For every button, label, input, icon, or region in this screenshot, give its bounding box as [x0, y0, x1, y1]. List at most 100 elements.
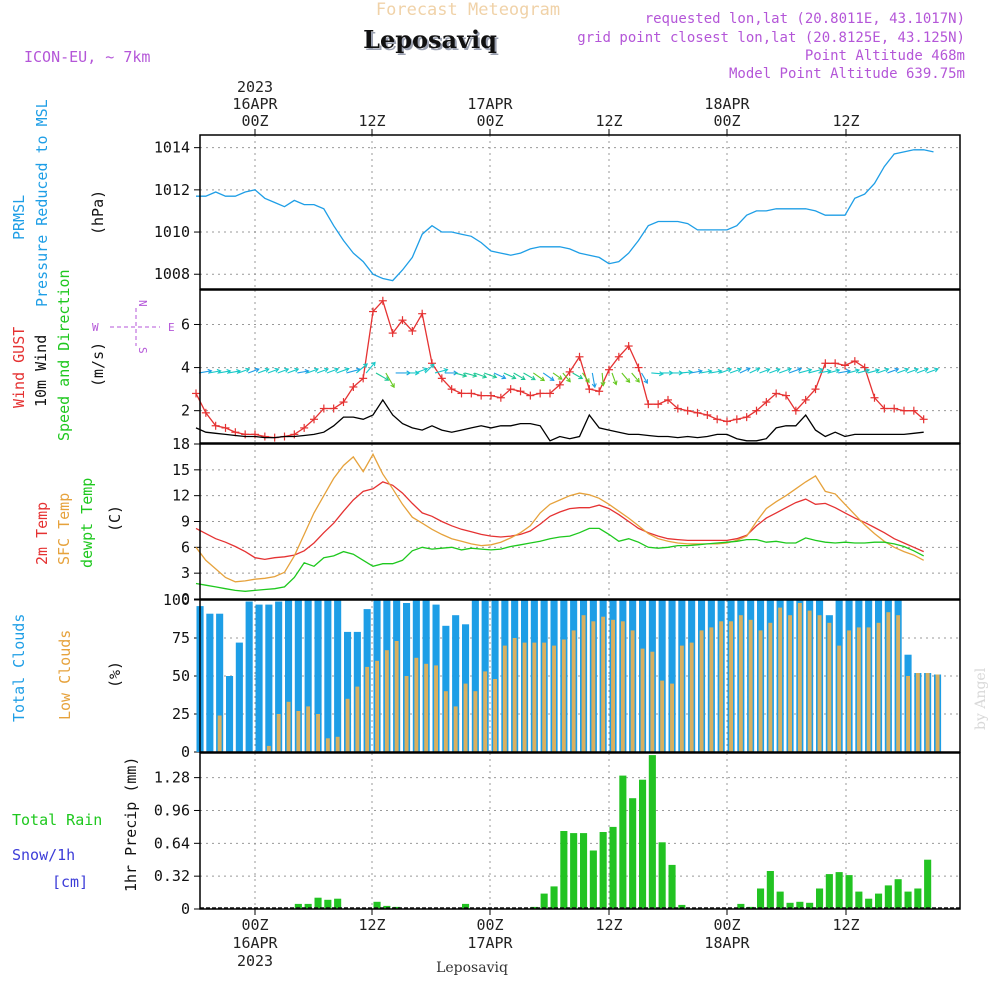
gust-marker — [595, 387, 604, 396]
bar-rain — [865, 898, 873, 909]
y-tick-label: 9 — [181, 513, 190, 531]
wind-direction-arrow — [877, 367, 890, 374]
bar-rain — [747, 906, 755, 909]
wind-direction-arrow — [710, 369, 723, 375]
arrow-head — [557, 375, 563, 380]
bar-low_clouds — [532, 642, 537, 752]
bar-rain — [639, 779, 647, 909]
wind-direction-arrow — [228, 368, 242, 374]
wind-direction-arrow — [916, 367, 929, 374]
compass-n: N — [136, 300, 149, 307]
model-label: ICON-EU, ~ 7km — [24, 48, 150, 66]
gust-marker — [673, 404, 682, 413]
gust-marker — [408, 326, 417, 335]
wind-direction-arrow — [287, 367, 300, 374]
bar-rain — [599, 832, 607, 909]
series-line-temp2m — [195, 481, 924, 561]
y-tick-label: 3 — [181, 564, 190, 582]
wind-direction-arrow — [365, 361, 376, 374]
top-label-line2: 16APR — [232, 95, 278, 113]
side-label-speed-dir: Speed and Direction — [55, 269, 73, 441]
arrow-shaft — [778, 368, 792, 374]
bar-rain — [757, 888, 765, 909]
gust-marker — [546, 389, 554, 398]
arrow-head — [429, 363, 435, 369]
bar-total_clouds — [471, 600, 479, 752]
arrow-shaft — [287, 368, 299, 374]
arrow-shaft — [326, 368, 339, 374]
wind-direction-arrow — [257, 367, 270, 374]
point-altitude: Point Altitude 468m — [805, 48, 965, 64]
gust-marker — [260, 432, 269, 441]
gust-marker — [703, 410, 712, 419]
bar-low_clouds — [876, 622, 881, 752]
arrow-head — [865, 368, 871, 374]
y-tick-label: 0 — [181, 743, 190, 761]
bar-low_clouds — [837, 645, 842, 752]
top-label-line3: 12Z — [832, 112, 859, 130]
arrow-shaft — [424, 363, 435, 374]
arrow-shaft — [611, 372, 617, 385]
arrow-shaft — [926, 368, 939, 374]
bar-low_clouds — [719, 621, 724, 752]
bar-low_clouds — [571, 630, 576, 752]
arrow-shaft — [847, 369, 860, 374]
bar-rain — [668, 864, 676, 909]
bar-low_clouds — [807, 610, 812, 752]
arrow-shaft — [464, 372, 477, 377]
arrow-shaft — [887, 368, 899, 374]
wind-direction-arrow — [572, 372, 584, 380]
wind-direction-arrow — [887, 367, 900, 374]
bar-low_clouds — [797, 603, 802, 752]
gust-marker — [418, 309, 427, 318]
gust-marker — [811, 385, 820, 394]
arrow-head — [635, 377, 640, 383]
arrow-head — [566, 377, 571, 383]
y-tick-label: 25 — [172, 705, 190, 723]
gust-marker — [791, 406, 800, 415]
arrow-shaft — [365, 362, 376, 374]
arrow-head — [462, 372, 468, 378]
arrow-shaft — [346, 368, 361, 374]
gust-marker — [536, 389, 545, 398]
arrow-head — [363, 363, 368, 368]
bar-low_clouds — [601, 616, 606, 752]
arrow-head — [786, 367, 793, 373]
wind-direction-arrow — [355, 363, 368, 374]
gust-marker — [192, 389, 200, 398]
gust-marker — [241, 430, 250, 439]
bar-low_clouds — [355, 686, 360, 752]
side-label-sfc-temp: SFC Temp — [55, 493, 73, 565]
bottom-label-line3: 2023 — [237, 952, 273, 970]
panel-frame — [199, 752, 961, 910]
bottom-time-labels: 00Z 16APR 2023 12Z 00Z 17APR 12Z 00Z 18A… — [232, 916, 859, 970]
arrow-shaft — [739, 367, 751, 374]
bar-low_clouds — [788, 615, 792, 752]
top-label-line1: 2023 — [237, 78, 273, 96]
arrow-shaft — [375, 372, 389, 381]
side-label-snow: Snow/1h — [12, 846, 75, 864]
bar-total_clouds — [294, 600, 302, 752]
bar-rain — [835, 872, 843, 909]
bar-rain — [304, 903, 312, 909]
arrow-head — [745, 367, 751, 372]
gust-marker — [496, 393, 505, 402]
arrow-head — [765, 367, 771, 373]
bar-low_clouds — [935, 674, 940, 752]
gust-marker — [860, 363, 869, 372]
arrow-shaft — [729, 368, 742, 374]
gust-marker — [319, 404, 328, 413]
arrow-shaft — [591, 372, 596, 388]
bar-total_clouds — [334, 600, 342, 752]
arrow-head — [884, 367, 890, 373]
arrow-shaft — [601, 372, 604, 386]
bar-rain — [560, 831, 568, 909]
arrow-shaft — [916, 368, 929, 374]
arrow-head — [344, 367, 350, 373]
arrow-shaft — [631, 372, 640, 383]
bottom-label-line2: 18APR — [704, 934, 750, 952]
bar-low_clouds — [738, 615, 743, 752]
bar-total_clouds — [491, 600, 499, 752]
arrow-shaft — [808, 368, 823, 374]
